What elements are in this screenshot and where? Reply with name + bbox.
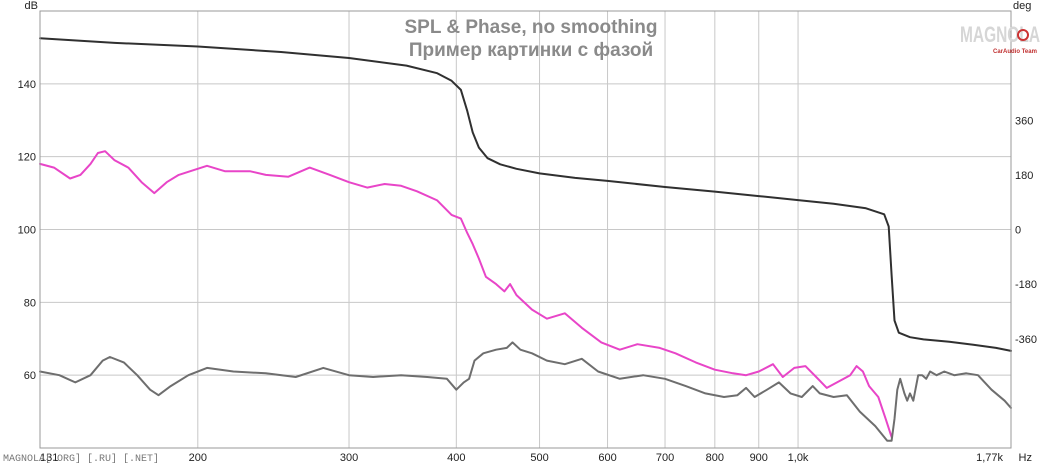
- x-tick-label: 200: [189, 452, 207, 464]
- x-axis-unit: Hz: [1019, 452, 1032, 464]
- x-tick-label: 1,0k: [788, 452, 809, 464]
- x-tick-label: 131: [40, 452, 58, 464]
- series-layer: [39, 37, 1012, 442]
- y-tick-label-right: 180: [1015, 170, 1033, 182]
- logo-ring-icon: [1017, 29, 1029, 41]
- y-axis-unit-left: dB: [25, 0, 38, 12]
- y-tick-label-right: -180: [1015, 279, 1037, 291]
- logo-text: MAGNOLA: [960, 22, 1040, 47]
- y-axis-unit-right: deg: [1013, 0, 1031, 12]
- y-tick-label-right: 0: [1015, 225, 1021, 237]
- plot-frame: [39, 10, 1012, 449]
- x-tick-label: 300: [340, 452, 358, 464]
- series-line-phase: [39, 37, 1012, 352]
- x-tick-label: 500: [530, 452, 548, 464]
- y-tick-label-left: 60: [24, 370, 36, 382]
- y-tick-label-right: -360: [1015, 334, 1037, 346]
- x-tick-label: 1,77k: [976, 452, 1003, 464]
- logo-subtitle: CarAudio Team: [993, 49, 1037, 55]
- y-tick-label-left: 100: [18, 225, 36, 237]
- footer-watermark: MAGNOLA[.ORG] [.RU] [.NET]: [3, 453, 159, 465]
- chart-title: SPL & Phase, no smoothing: [404, 17, 657, 38]
- x-tick-label: 700: [656, 452, 674, 464]
- series-line-gray: [39, 341, 1012, 442]
- y-tick-label-right: 360: [1015, 115, 1033, 127]
- y-tick-label-left: 120: [18, 152, 36, 164]
- chart-subtitle: Пример картинки с фазой: [409, 40, 653, 61]
- magnola-logo: MAGNOLA CarAudio Team: [960, 22, 1040, 55]
- x-tick-label: 400: [447, 452, 465, 464]
- x-tick-label: 800: [706, 452, 724, 464]
- x-tick-label: 600: [598, 452, 616, 464]
- x-tick-label: 900: [750, 452, 768, 464]
- series-line-spl: [39, 150, 893, 439]
- y-tick-label-left: 80: [24, 297, 36, 309]
- y-tick-label-left: 140: [18, 79, 36, 91]
- axis-ticks: 131 200 300 400 500 600 700 800 900 1,0k 1,77k6080…: [18, 79, 1037, 464]
